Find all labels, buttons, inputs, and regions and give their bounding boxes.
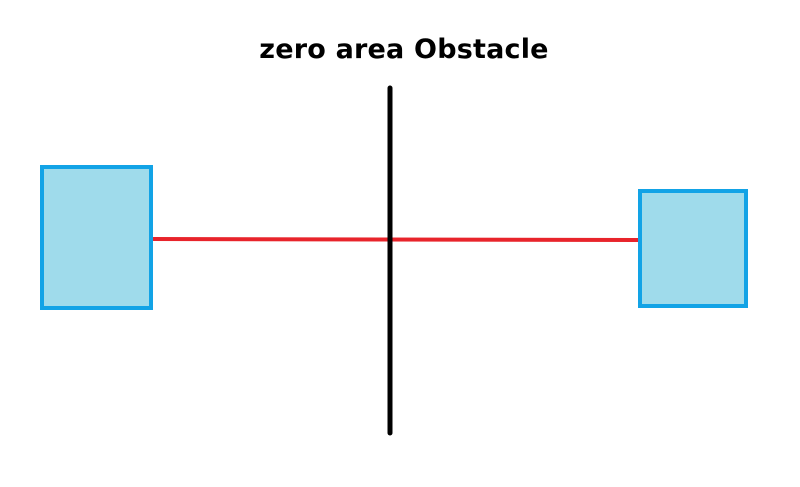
path-line <box>151 237 640 242</box>
diagram-title: zero area Obstacle <box>259 34 549 65</box>
right-box <box>638 189 748 308</box>
left-box <box>40 165 153 310</box>
